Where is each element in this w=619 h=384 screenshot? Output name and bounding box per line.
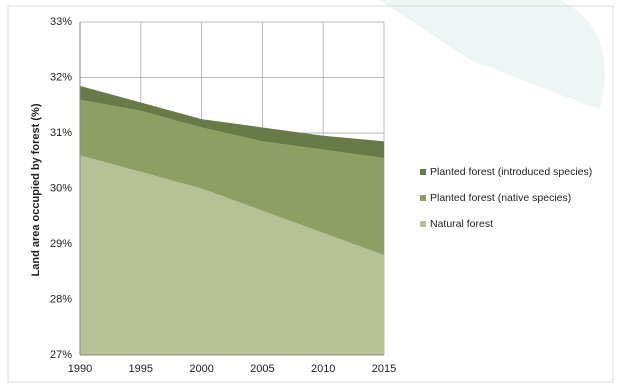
- x-tick-label: 2015: [372, 363, 396, 375]
- chart-border: [7, 5, 614, 383]
- legend-label: Planted forest (native species): [430, 192, 571, 204]
- x-tick-label: 1990: [68, 363, 92, 375]
- y-tick-label: 32%: [50, 71, 72, 83]
- x-tick-label: 2000: [189, 363, 213, 375]
- legend-swatch: [420, 221, 426, 227]
- area: [80, 155, 384, 355]
- legend-swatch: [420, 169, 426, 175]
- y-tick-label: 31%: [50, 127, 72, 139]
- watermark: [380, 0, 605, 110]
- y-tick-label: 30%: [50, 182, 72, 194]
- legend-swatch: [420, 195, 426, 201]
- area: [80, 85, 384, 158]
- y-tick-label: 28%: [50, 293, 72, 305]
- x-tick-label: 2010: [311, 363, 335, 375]
- legend-label: Natural forest: [430, 218, 493, 230]
- y-tick-label: 27%: [50, 349, 72, 361]
- x-tick-label: 2005: [250, 363, 274, 375]
- legend-label: Planted forest (introduced species): [430, 166, 592, 178]
- area: [80, 99, 384, 256]
- y-tick-label: 33%: [50, 16, 72, 28]
- x-tick-label: 1995: [129, 363, 153, 375]
- y-axis-label: Land area occupied by forest (%): [30, 103, 42, 276]
- y-tick-label: 29%: [50, 238, 72, 250]
